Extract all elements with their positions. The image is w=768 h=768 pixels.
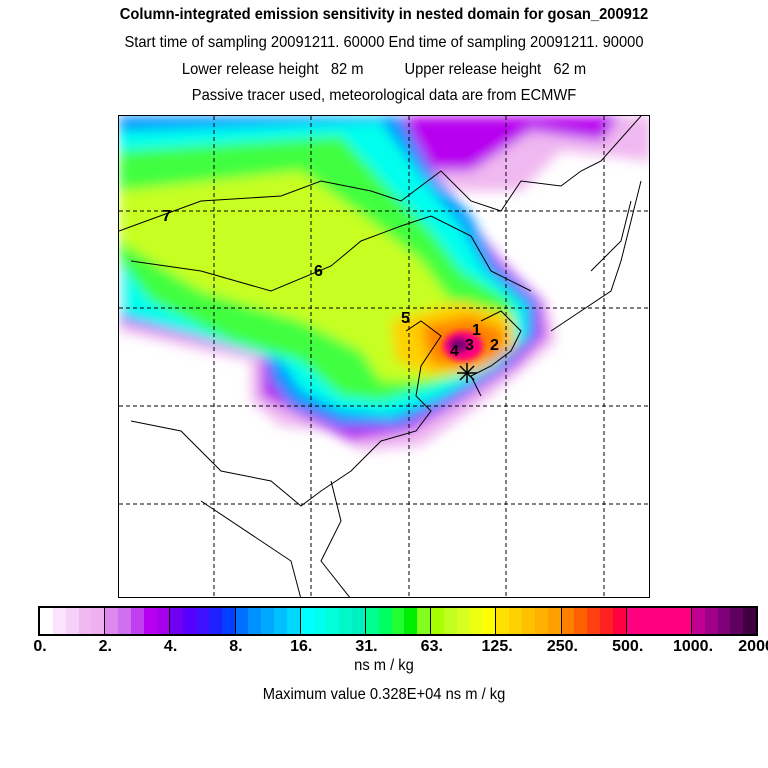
colorbar-tick-label: 8.	[229, 638, 243, 655]
plot-title: Column-integrated emission sensitivity i…	[119, 6, 649, 23]
colorbar-segment	[691, 608, 757, 634]
sampling-time: Start time of sampling 20091211. 60000 E…	[124, 34, 644, 51]
colorbar-tick-label: 63.	[420, 638, 443, 655]
colorbar-segment	[170, 608, 236, 634]
colorbar-tick-label: 2000.	[738, 638, 768, 655]
maximum-value: Maximum value 0.328E+04 ns m / kg	[262, 686, 506, 703]
colorbar-segment	[431, 608, 497, 634]
colorbar-tick-label: 4.	[163, 638, 178, 655]
release-height: Lower release height 82 m Upper release …	[181, 61, 587, 78]
contour-label-5: 5	[401, 310, 410, 327]
contour-label-7: 7	[162, 208, 171, 225]
lat-lon-grid	[119, 116, 649, 597]
data-source: Passive tracer used, meteorological data…	[191, 87, 577, 104]
colorbar-segment	[105, 608, 171, 634]
colorbar-tick-label: 31.	[355, 638, 378, 655]
colorbar-tick-label: 0.	[33, 638, 47, 655]
colorbar-unit: ns m / kg	[354, 657, 414, 674]
colorbar-tick-label: 250.	[546, 638, 578, 655]
colorbar-tick-label: 16.	[290, 638, 313, 655]
colorbar-segment	[40, 608, 106, 634]
contour-label-4: 4	[450, 343, 459, 360]
colorbar-tick-label: 500.	[612, 638, 644, 655]
colorbar-segment	[235, 608, 301, 634]
contour-label-2: 2	[490, 337, 499, 354]
colorbar-tick-label: 125.	[481, 638, 513, 655]
colorbar	[38, 606, 758, 636]
colorbar-segment	[496, 608, 562, 634]
colorbar-tick-label: 1000.	[672, 638, 714, 655]
emission-sensitivity-map	[118, 115, 650, 598]
coastlines	[119, 116, 642, 597]
star-icon	[457, 363, 477, 383]
contour-label-1: 1	[472, 322, 481, 339]
sensitivity-plume	[119, 116, 649, 451]
colorbar-segment	[300, 608, 366, 634]
contour-label-3: 3	[465, 337, 474, 354]
colorbar-segment	[365, 608, 432, 634]
colorbar-segment	[561, 608, 627, 634]
colorbar-segment	[626, 608, 692, 634]
contour-label-6: 6	[314, 263, 323, 280]
colorbar-tick-label: 2.	[98, 638, 112, 655]
